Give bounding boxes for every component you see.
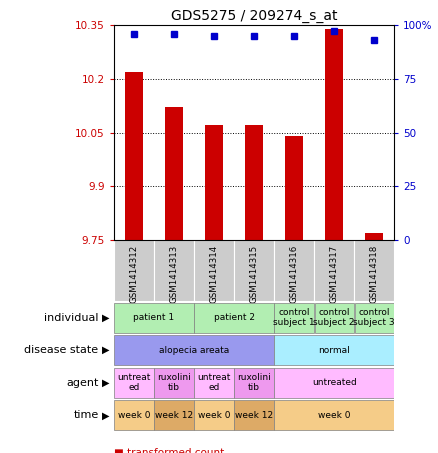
- Bar: [245, 125, 263, 240]
- Text: normal: normal: [318, 346, 350, 355]
- Text: GSM1414313: GSM1414313: [170, 245, 178, 303]
- Bar: [194, 400, 233, 430]
- Text: ruxolini
tib: ruxolini tib: [237, 373, 271, 392]
- Bar: [314, 240, 354, 301]
- Bar: [275, 303, 314, 333]
- Bar: [194, 240, 234, 301]
- Text: ruxolini
tib: ruxolini tib: [157, 373, 191, 392]
- Text: untreat
ed: untreat ed: [117, 373, 151, 392]
- Bar: [114, 303, 194, 333]
- Bar: [234, 368, 274, 398]
- Text: time: time: [73, 410, 99, 420]
- Bar: [354, 303, 394, 333]
- Text: control
subject 2: control subject 2: [313, 308, 355, 327]
- Bar: [194, 303, 274, 333]
- Text: individual: individual: [44, 313, 99, 323]
- Text: week 12: week 12: [155, 411, 193, 420]
- Text: GSM1414317: GSM1414317: [330, 245, 339, 303]
- Text: ▶: ▶: [102, 313, 109, 323]
- Text: GSM1414314: GSM1414314: [209, 245, 219, 303]
- Bar: [314, 303, 354, 333]
- Text: week 12: week 12: [235, 411, 273, 420]
- Bar: [234, 240, 274, 301]
- Bar: [354, 240, 394, 301]
- Text: alopecia areata: alopecia areata: [159, 346, 229, 355]
- Text: disease state: disease state: [25, 345, 99, 355]
- Bar: [154, 240, 194, 301]
- Text: GSM1414315: GSM1414315: [250, 245, 258, 303]
- Bar: [154, 368, 194, 398]
- Bar: [125, 72, 143, 240]
- Bar: [205, 125, 223, 240]
- Text: ▶: ▶: [102, 378, 109, 388]
- Bar: [285, 136, 303, 240]
- Bar: [194, 368, 233, 398]
- Text: untreated: untreated: [312, 378, 357, 387]
- Bar: [114, 400, 154, 430]
- Bar: [114, 335, 274, 365]
- Bar: [165, 107, 183, 240]
- Text: ▶: ▶: [102, 345, 109, 355]
- Bar: [275, 400, 394, 430]
- Bar: [114, 368, 154, 398]
- Text: untreat
ed: untreat ed: [197, 373, 231, 392]
- Text: week 0: week 0: [198, 411, 230, 420]
- Text: patient 1: patient 1: [133, 313, 174, 322]
- Bar: [274, 240, 314, 301]
- Text: ■ transformed count: ■ transformed count: [114, 448, 224, 453]
- Bar: [234, 400, 274, 430]
- Text: GSM1414312: GSM1414312: [129, 245, 138, 303]
- Text: control
subject 3: control subject 3: [353, 308, 395, 327]
- Bar: [325, 29, 343, 240]
- Bar: [154, 400, 194, 430]
- Text: GSM1414318: GSM1414318: [370, 245, 379, 303]
- Text: week 0: week 0: [318, 411, 350, 420]
- Title: GDS5275 / 209274_s_at: GDS5275 / 209274_s_at: [171, 9, 337, 23]
- Bar: [114, 240, 154, 301]
- Bar: [275, 368, 394, 398]
- Text: GSM1414316: GSM1414316: [290, 245, 299, 303]
- Text: ▶: ▶: [102, 410, 109, 420]
- Text: patient 2: patient 2: [213, 313, 254, 322]
- Bar: [275, 335, 394, 365]
- Bar: [365, 233, 383, 240]
- Text: week 0: week 0: [118, 411, 150, 420]
- Text: control
subject 1: control subject 1: [273, 308, 315, 327]
- Text: agent: agent: [66, 378, 99, 388]
